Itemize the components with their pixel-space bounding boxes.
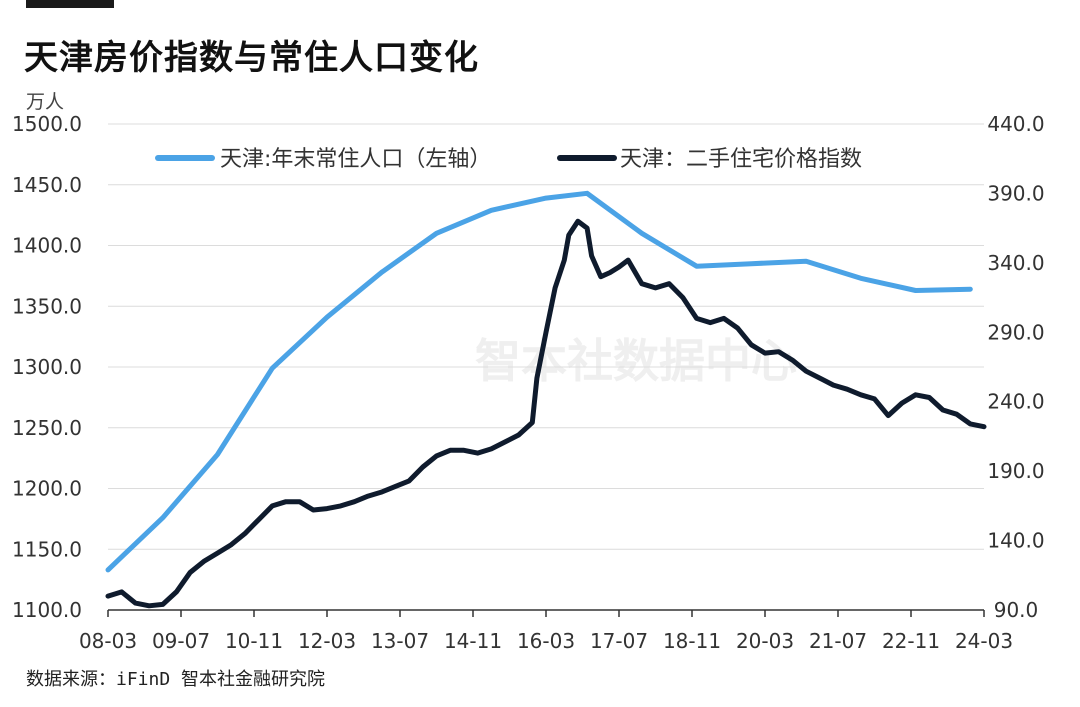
x-tick-label: 17-07 (590, 629, 648, 653)
y-left-tick-label: 1300.0 (12, 355, 82, 379)
legend-label-price-index: 天津：二手住宅价格指数 (620, 147, 862, 172)
y-right-tick-label: 90.0 (994, 598, 1039, 622)
x-tick-label: 13-07 (371, 629, 429, 653)
watermark: 智本社数据中心 (475, 334, 797, 388)
series-line-price-index (105, 218, 987, 609)
source-note: 数据来源：iFinD 智本社金融研究院 (26, 669, 326, 690)
y-left-tick-label: 1200.0 (12, 477, 82, 501)
axes: 1100.0 1150.0 1200.0 1250.0 1300.0 1350.0 1400… (12, 91, 1045, 653)
x-tick-label: 24-03 (955, 629, 1013, 653)
y-left-unit: 万人 (26, 91, 64, 113)
y-left-tick-label: 1350.0 (12, 294, 82, 318)
x-tick-label: 18-11 (663, 629, 721, 653)
y-right-tick-label: 290.0 (987, 320, 1044, 344)
y-right-tick-label: 240.0 (987, 390, 1044, 414)
x-tick-label: 20-03 (736, 629, 794, 653)
y-left-tick-label: 1500.0 (12, 112, 82, 136)
series-line-population (105, 190, 973, 573)
y-left-tick-label: 1400.0 (12, 234, 82, 258)
x-tick-label: 12-03 (298, 629, 356, 653)
legend-label-population: 天津:年末常住人口（左轴） (220, 147, 491, 172)
y-left-tick-label: 1150.0 (12, 537, 82, 561)
y-left-tick-label: 1100.0 (12, 598, 82, 622)
y-left-tick-label: 1250.0 (12, 416, 82, 440)
y-right-tick-label: 390.0 (987, 181, 1044, 205)
x-tick-label: 22-11 (882, 629, 940, 653)
y-right-tick-label: 440.0 (987, 112, 1044, 136)
grid-lines (108, 123, 984, 550)
x-tick-label: 16-03 (517, 629, 575, 653)
y-left-tick-label: 1450.0 (12, 173, 82, 197)
x-tick-label: 14-11 (444, 629, 502, 653)
series-layer (105, 190, 987, 609)
x-tick-label: 09-07 (152, 629, 210, 653)
y-right-tick-label: 190.0 (987, 459, 1044, 483)
legend: 天津:年末常住人口（左轴） 天津：二手住宅价格指数 (155, 147, 862, 172)
x-tick-label: 08-03 (79, 629, 137, 653)
x-tick-label: 10-11 (225, 629, 283, 653)
title-accent-bar (26, 0, 114, 8)
page-title: 天津房价指数与常住人口变化 (24, 38, 479, 78)
y-right-tick-label: 140.0 (987, 529, 1044, 553)
x-tick-label: 21-07 (809, 629, 867, 653)
y-right-tick-label: 340.0 (987, 251, 1044, 275)
